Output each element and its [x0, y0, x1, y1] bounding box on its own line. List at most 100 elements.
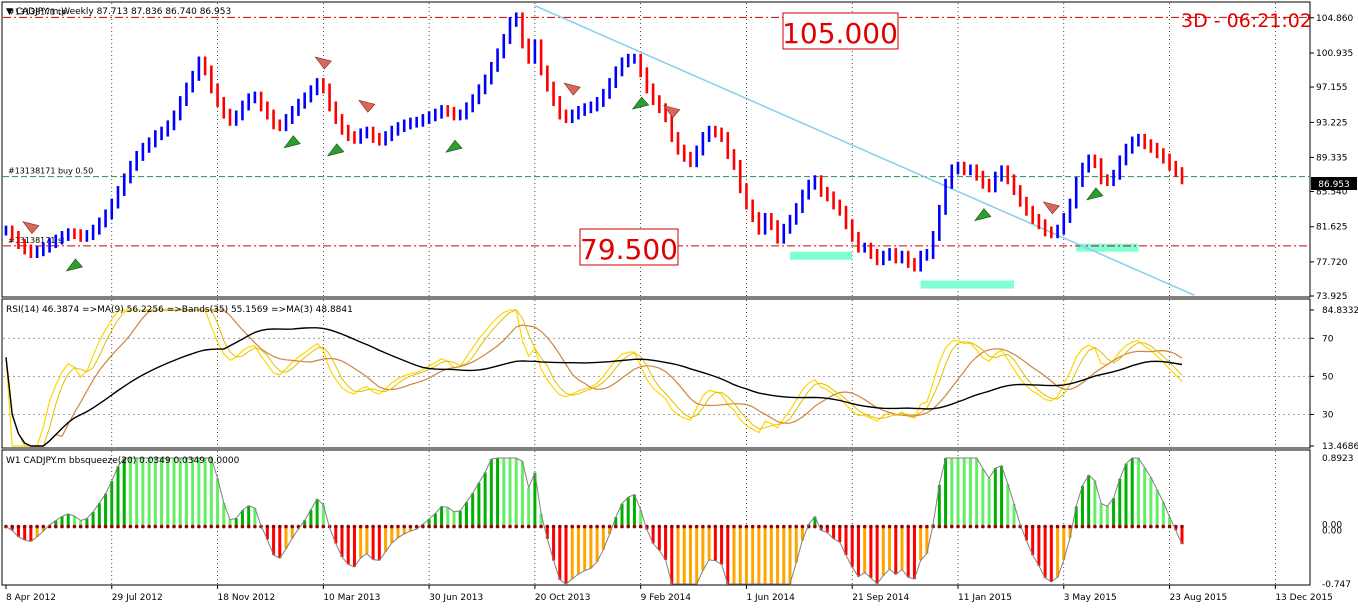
signal-arrows [22, 56, 1104, 272]
squeeze-dot [265, 524, 270, 529]
squeeze-dot [85, 524, 89, 529]
squeeze-dot [582, 524, 587, 529]
rsi-tick-label: 30 [1322, 410, 1334, 420]
squeeze-dot [918, 524, 923, 529]
squeeze-dot [371, 524, 375, 529]
squeeze-dot [912, 524, 917, 529]
x-tick-label: 10 Mar 2013 [323, 593, 380, 603]
chart-header: ▼ CADJPY.m,Weekly 87.713 87.836 86.740 8… [6, 7, 231, 17]
rsi-lines [5, 309, 1183, 447]
buy-arrow-icon [1086, 187, 1104, 201]
squeeze-dot [1124, 524, 1128, 529]
squeeze-dot [676, 524, 680, 529]
price-axis: 104.860 100.935 97.155 93.225 89.335 85.540 81… [1310, 14, 1358, 590]
squeeze-dot [333, 524, 338, 529]
squeeze-tick-label: -0.747 [1322, 580, 1351, 590]
x-tick-label: 30 Jun 2013 [429, 593, 483, 603]
squeeze-dot [620, 524, 624, 529]
rsi-ma9-line [5, 309, 1183, 447]
squeeze-dot [520, 524, 525, 529]
squeeze-dot [595, 524, 599, 529]
squeeze-dot [508, 524, 512, 529]
downtrend-line[interactable] [534, 5, 1195, 297]
symbol-title: CADJPY.m,Weekly [16, 7, 95, 17]
squeeze-dot [825, 524, 830, 529]
squeeze-dot [246, 524, 251, 529]
squeeze-dot [881, 524, 886, 529]
squeeze-dot [557, 524, 562, 529]
time-axis: 8 Apr 2012 29 Jul 2012 18 Nov 2012 10 Mar 2… [5, 585, 1333, 603]
rsi-tick-label: 84.8332 [1322, 306, 1358, 316]
squeeze-dot [682, 524, 687, 529]
squeeze-dot [477, 524, 481, 529]
squeeze-dot [1136, 524, 1141, 529]
y-tick-label: 77.720 [1316, 258, 1348, 268]
squeeze-dot [607, 524, 612, 529]
squeeze-tick-label: 0.00 [1322, 527, 1342, 537]
squeeze-dot [719, 524, 724, 529]
order-lines[interactable]: #13138171 tp #13138171 buy 0.50 #13138171 … [3, 7, 1309, 247]
squeeze-dot [1080, 524, 1085, 529]
support-zone [1076, 243, 1139, 252]
squeeze-dot [539, 524, 543, 529]
rsi-line [5, 309, 1183, 447]
squeeze-dot [893, 524, 898, 529]
y-tick-label: 89.335 [1316, 153, 1348, 163]
squeeze-dot [91, 524, 95, 529]
buy-arrow-icon [974, 208, 992, 222]
squeeze-dot [1111, 524, 1116, 529]
trendline[interactable] [534, 5, 1195, 297]
x-tick-label: 23 Aug 2015 [1170, 593, 1228, 603]
y-tick-label: 81.625 [1316, 223, 1348, 233]
sell-arrow-icon [358, 99, 376, 113]
squeeze-dot [215, 524, 220, 529]
x-tick-label: 20 Oct 2013 [535, 593, 591, 603]
squeeze-header: W1 CADJPY.m bbsqueeze(20) 0.0349 0.0349 … [6, 456, 240, 466]
squeeze-dot [837, 524, 842, 529]
squeeze-dot [1012, 524, 1016, 529]
squeeze-dot [694, 524, 699, 529]
squeeze-dot [1117, 524, 1122, 529]
squeeze-dot [632, 524, 637, 529]
ohlc-high: 87.836 [131, 7, 163, 17]
squeeze-dot [501, 524, 506, 529]
horizontal-grid [3, 337, 1309, 415]
squeeze-dot [514, 524, 519, 529]
squeeze-dot [1005, 524, 1010, 529]
rsi-tick-label: 50 [1322, 372, 1334, 382]
squeeze-dot [302, 524, 307, 529]
squeeze-dot [321, 524, 326, 529]
squeeze-dot [346, 524, 351, 529]
squeeze-dot [576, 524, 581, 529]
squeeze-dot [813, 524, 817, 529]
bar-countdown: 3D - 06:21:02 [1181, 10, 1312, 32]
y-tick-label: 104.860 [1316, 14, 1353, 24]
squeeze-histogram [4, 457, 1184, 585]
squeeze-dot [669, 524, 674, 529]
squeeze-dot [993, 524, 998, 529]
x-tick-label: 8 Apr 2012 [6, 593, 56, 603]
squeeze-dot [1068, 524, 1072, 529]
squeeze-dot [309, 524, 313, 529]
squeeze-dot [433, 524, 438, 529]
squeeze-dot [60, 524, 64, 529]
squeeze-dot [109, 524, 114, 529]
squeeze-dot [178, 524, 183, 529]
buy-arrow-icon [327, 143, 345, 157]
squeeze-dot [887, 524, 892, 529]
sell-arrow-icon [1042, 201, 1060, 215]
x-tick-label: 29 Jul 2012 [112, 593, 163, 603]
ohlc-open: 87.713 [97, 7, 129, 17]
squeeze-dot [1086, 524, 1091, 529]
squeeze-dot [981, 524, 985, 529]
squeeze-dot [116, 524, 120, 529]
squeeze-dot [725, 524, 730, 529]
squeeze-dot [1043, 524, 1047, 529]
squeeze-dot [1093, 524, 1097, 529]
squeeze-dot [781, 524, 786, 529]
squeeze-dot [41, 524, 46, 529]
squeeze-dot [906, 524, 911, 529]
support-zone [920, 280, 1014, 289]
